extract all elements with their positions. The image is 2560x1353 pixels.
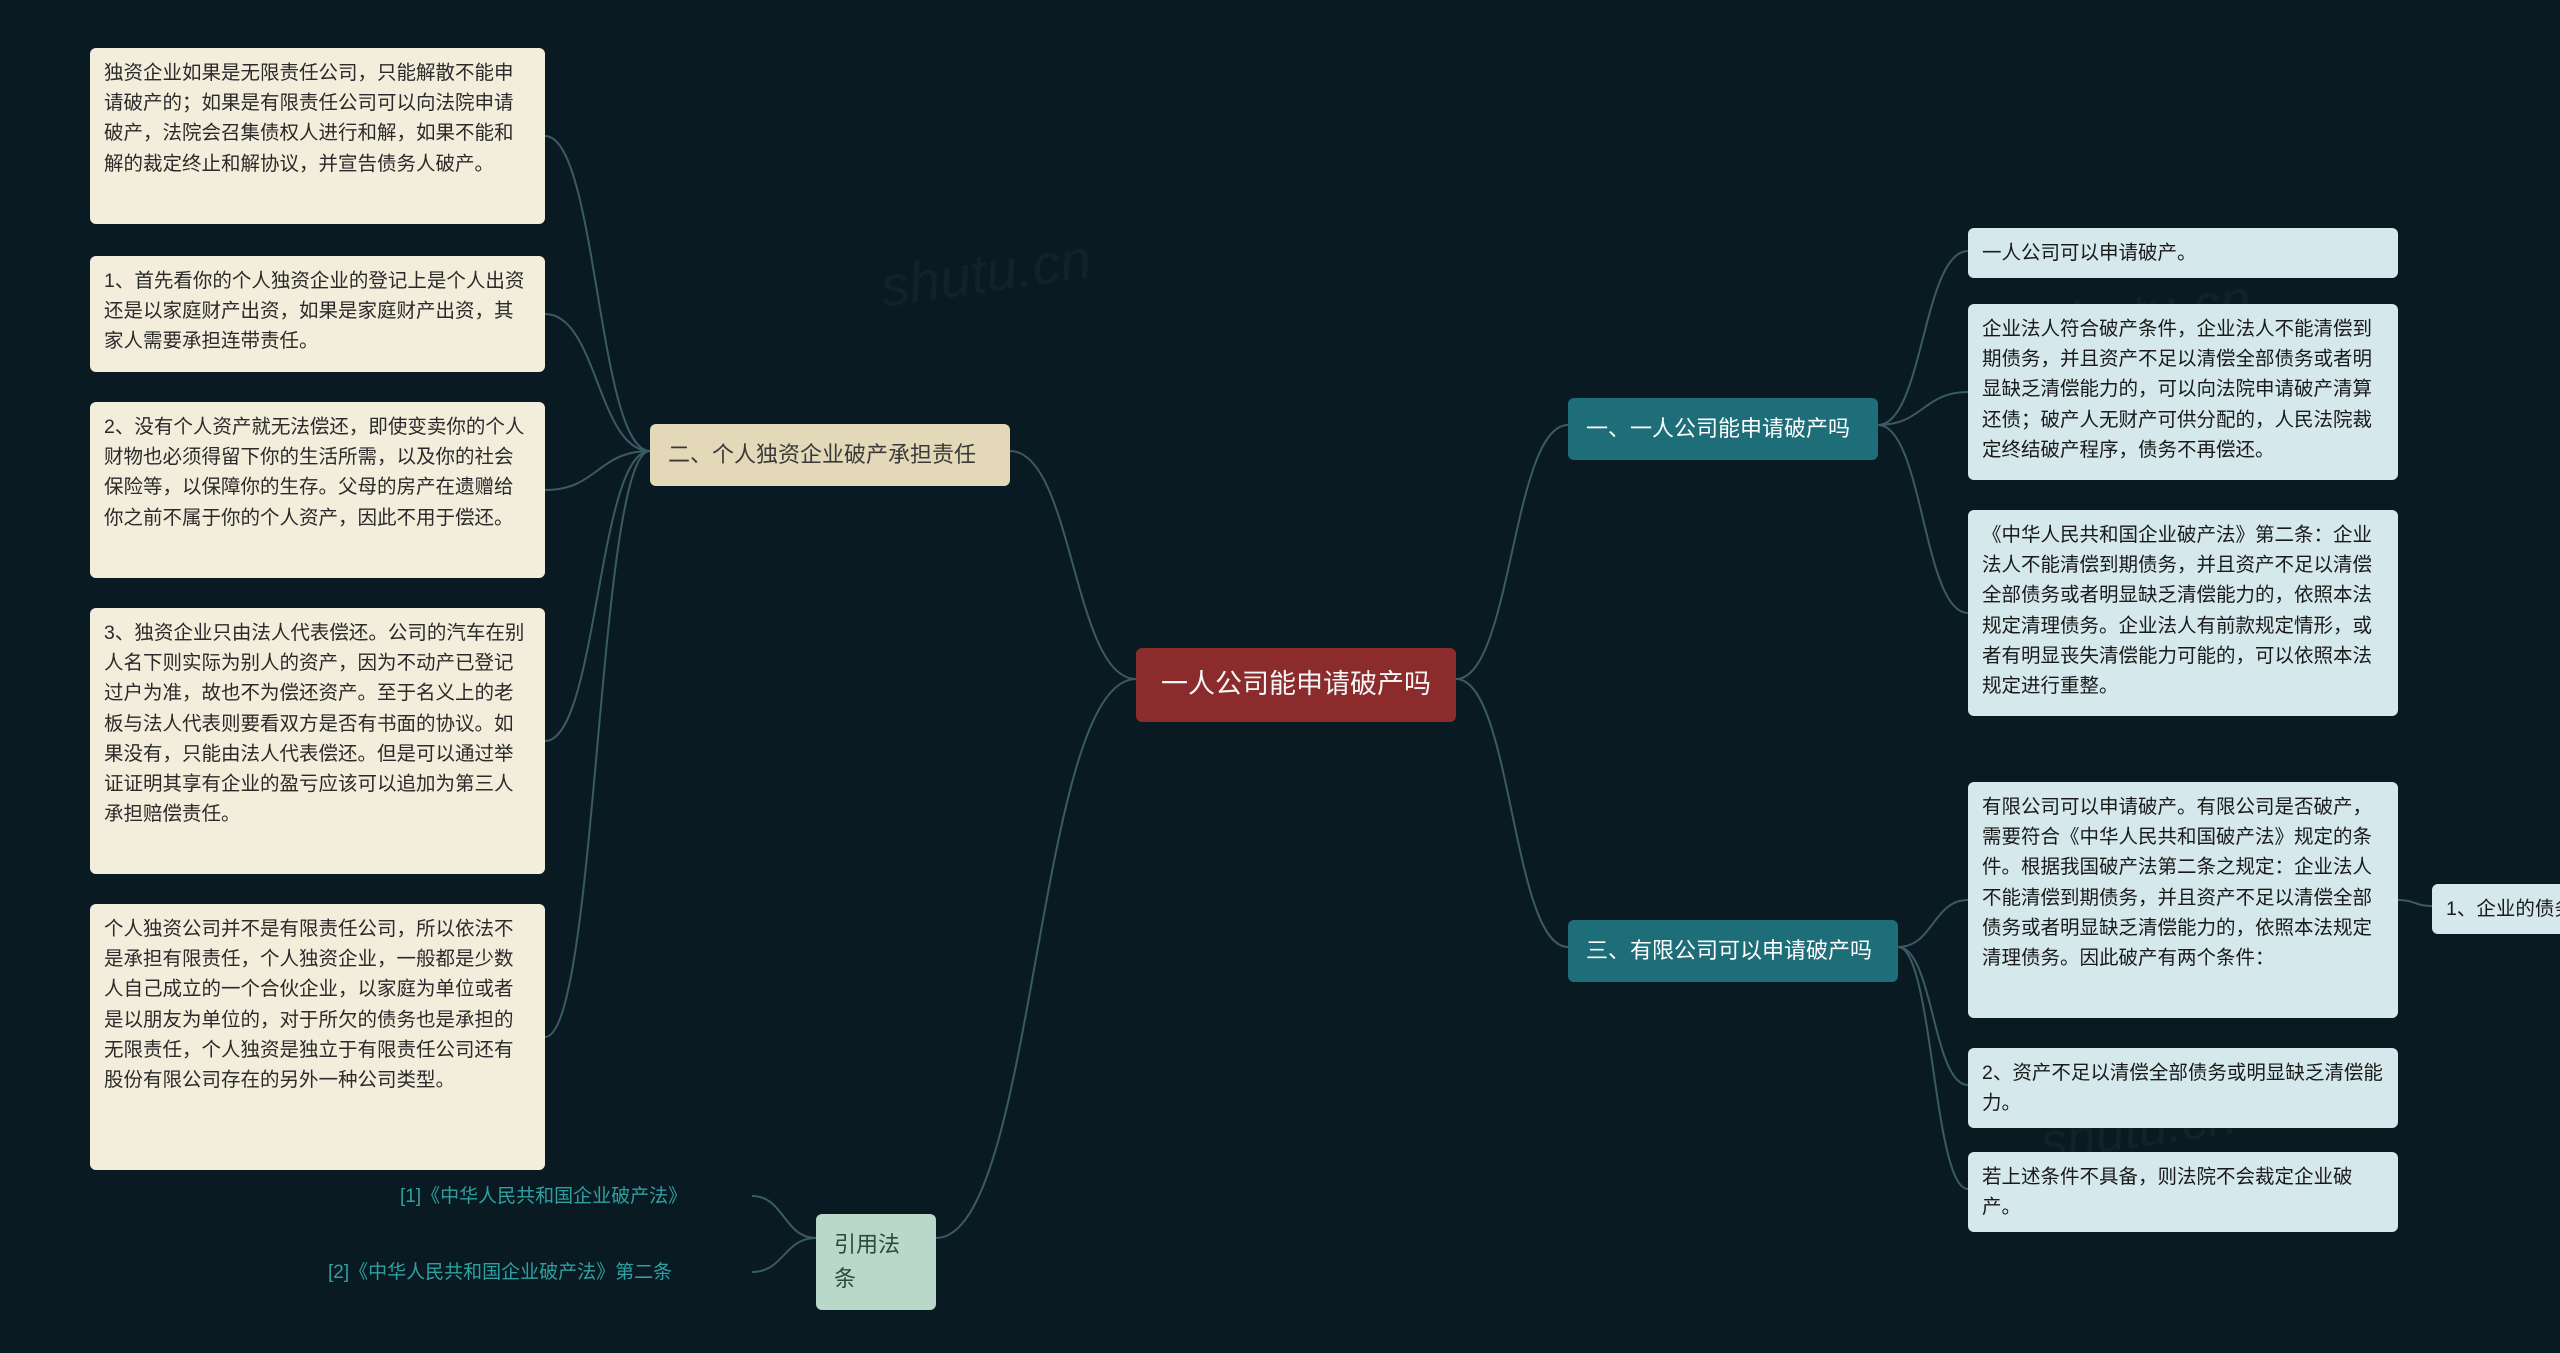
root-node[interactable]: 一人公司能申请破产吗 — [1136, 648, 1456, 722]
watermark: shutu.cn — [877, 226, 1096, 320]
branch-node[interactable]: 一、一人公司能申请破产吗 — [1568, 398, 1878, 460]
leaf-node[interactable]: 有限公司可以申请破产。有限公司是否破产，需要符合《中华人民共和国破产法》规定的条… — [1968, 782, 2398, 1018]
leaf-node[interactable]: 一人公司可以申请破产。 — [1968, 228, 2398, 278]
leaf-node[interactable]: 3、独资企业只由法人代表偿还。公司的汽车在别人名下则实际为别人的资产，因为不动产… — [90, 608, 545, 874]
leaf-node[interactable]: 若上述条件不具备，则法院不会裁定企业破产。 — [1968, 1152, 2398, 1232]
leaf-node[interactable]: 个人独资公司并不是有限责任公司，所以依法不是承担有限责任，个人独资企业，一般都是… — [90, 904, 545, 1170]
leaf-node[interactable]: 1、企业的债务到期不能清偿； — [2432, 884, 2560, 934]
leaf-node[interactable]: [1]《中华人民共和国企业破产法》 — [392, 1178, 752, 1215]
branch-node[interactable]: 引用法条 — [816, 1214, 936, 1310]
leaf-node[interactable]: 独资企业如果是无限责任公司，只能解散不能申请破产的；如果是有限责任公司可以向法院… — [90, 48, 545, 224]
leaf-node[interactable]: 1、首先看你的个人独资企业的登记上是个人出资还是以家庭财产出资，如果是家庭财产出… — [90, 256, 545, 372]
leaf-node[interactable]: [2]《中华人民共和国企业破产法》第二条 — [320, 1254, 752, 1291]
leaf-node[interactable]: 2、没有个人资产就无法偿还，即使变卖你的个人财物也必须得留下你的生活所需，以及你… — [90, 402, 545, 578]
branch-node[interactable]: 三、有限公司可以申请破产吗 — [1568, 920, 1898, 982]
leaf-node[interactable]: 企业法人符合破产条件，企业法人不能清偿到期债务，并且资产不足以清偿全部债务或者明… — [1968, 304, 2398, 480]
branch-node[interactable]: 二、个人独资企业破产承担责任 — [650, 424, 1010, 486]
leaf-node[interactable]: 《中华人民共和国企业破产法》第二条：企业法人不能清偿到期债务，并且资产不足以清偿… — [1968, 510, 2398, 716]
leaf-node[interactable]: 2、资产不足以清偿全部债务或明显缺乏清偿能力。 — [1968, 1048, 2398, 1128]
